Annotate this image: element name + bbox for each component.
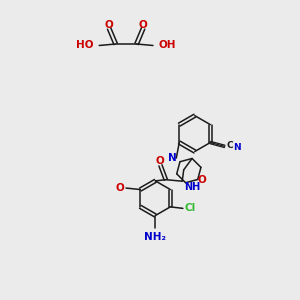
Text: OH: OH bbox=[158, 40, 176, 50]
Text: NH₂: NH₂ bbox=[144, 232, 166, 242]
Text: O: O bbox=[197, 175, 206, 185]
Text: Cl: Cl bbox=[185, 203, 196, 213]
Text: O: O bbox=[116, 183, 124, 193]
Text: NH: NH bbox=[184, 182, 200, 192]
Text: O: O bbox=[105, 20, 113, 30]
Text: N: N bbox=[233, 143, 241, 152]
Text: N: N bbox=[168, 153, 177, 163]
Text: O: O bbox=[155, 156, 164, 166]
Text: C: C bbox=[226, 141, 233, 150]
Text: O: O bbox=[139, 20, 148, 30]
Text: HO: HO bbox=[76, 40, 94, 50]
